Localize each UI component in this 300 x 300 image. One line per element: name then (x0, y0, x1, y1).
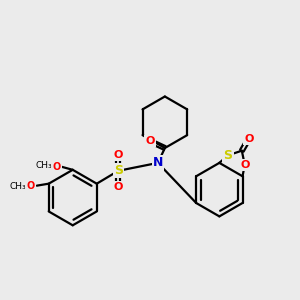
Text: O: O (27, 181, 35, 191)
Text: CH₃: CH₃ (36, 161, 52, 170)
Text: O: O (244, 134, 254, 144)
Text: S: S (114, 164, 123, 177)
Text: O: O (145, 136, 155, 146)
Text: O: O (114, 150, 123, 160)
Text: S: S (224, 149, 232, 162)
Text: O: O (240, 160, 249, 170)
Text: N: N (153, 156, 163, 170)
Text: O: O (53, 162, 61, 172)
Text: CH₃: CH₃ (10, 182, 26, 191)
Text: O: O (114, 182, 123, 192)
